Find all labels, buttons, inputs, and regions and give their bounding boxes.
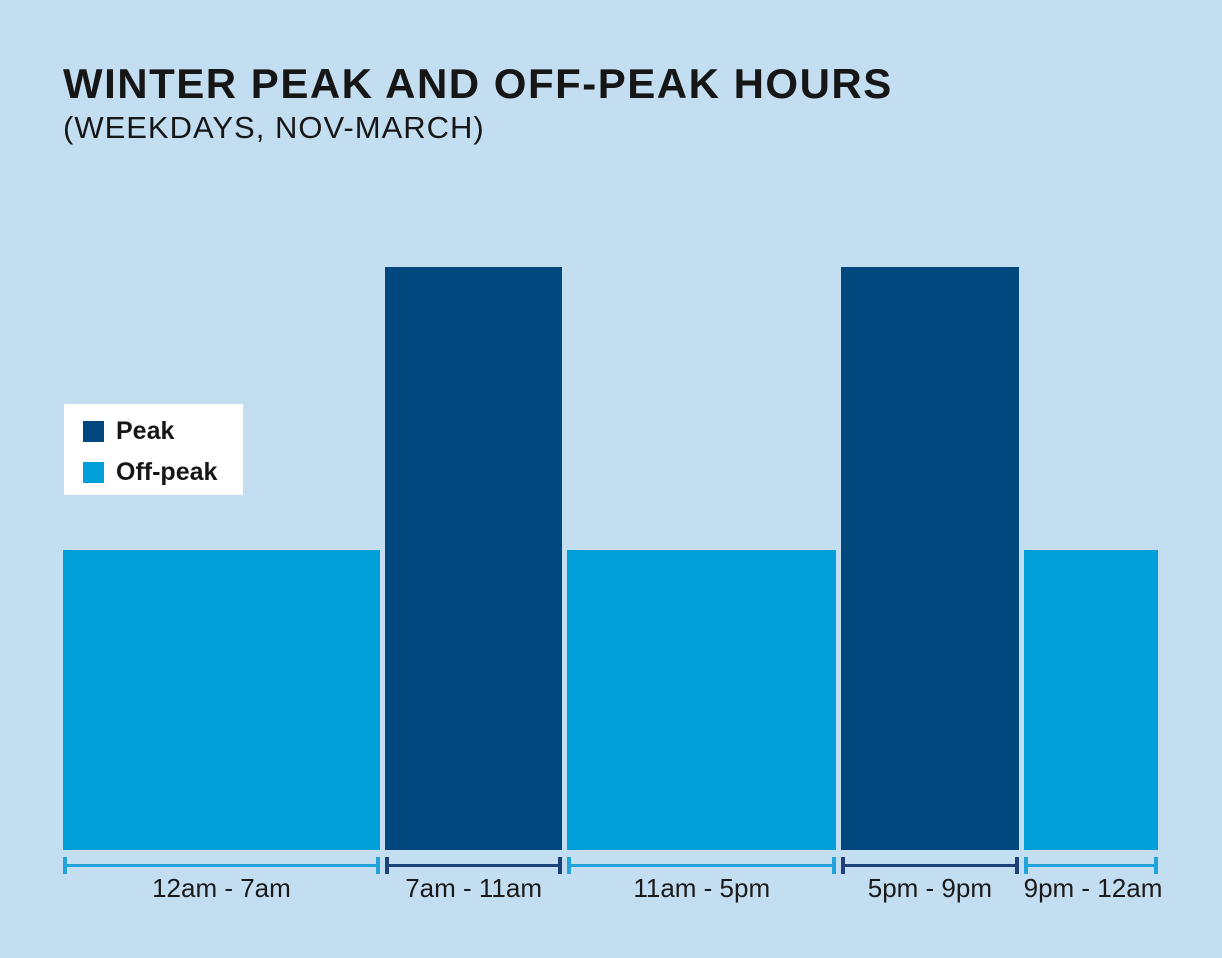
axis-range-line (385, 864, 562, 867)
bar-5pm-9pm (841, 267, 1019, 850)
axis-range-11am-5pm (567, 857, 837, 874)
axis-range-tick (841, 857, 846, 874)
axis-range-line (842, 864, 1018, 867)
axis-label-11am-5pm: 11am - 5pm (633, 873, 771, 903)
axis-range-7am-11am (384, 857, 563, 874)
axis-label-7am-11am: 7am - 11am (405, 873, 543, 903)
axis-range-9pm-12am (1023, 857, 1158, 874)
legend: Peak Off-peak (64, 404, 243, 495)
axis-range-tick (1154, 857, 1158, 874)
offpeak-swatch-icon (83, 461, 104, 483)
legend-label-offpeak: Off-peak (116, 457, 218, 486)
axis-range-tick (1014, 857, 1019, 874)
axis-label-12am-7am: 12am - 7am (152, 873, 291, 903)
axis-range-line (568, 864, 836, 867)
axis-range-tick (832, 857, 837, 874)
axis-range-tick (63, 857, 67, 874)
legend-item-offpeak: Off-peak (83, 457, 218, 486)
axis-range-tick (384, 857, 389, 874)
legend-item-peak: Peak (83, 416, 175, 445)
page-title: WINTER PEAK AND OFF-PEAK HOURS (63, 60, 893, 107)
legend-label-peak: Peak (116, 416, 175, 445)
bar-11am-5pm (567, 550, 837, 850)
page-subtitle: (WEEKDAYS, NOV-MARCH) (63, 110, 485, 145)
axis-label-9pm-12am: 9pm - 12am (1023, 873, 1163, 903)
peak-swatch-icon (83, 420, 104, 442)
axis-range-12am-7am (63, 857, 380, 874)
bar-7am-11am (384, 267, 563, 850)
axis-range-tick (1023, 857, 1028, 874)
axis-label-5pm-9pm: 5pm - 9pm (867, 873, 992, 903)
axis-range-line (1024, 864, 1157, 867)
bar-9pm-12am (1023, 550, 1158, 850)
axis-range-5pm-9pm (841, 857, 1019, 874)
axis-range-tick (567, 857, 572, 874)
axis-range-line (64, 864, 379, 867)
bar-12am-7am (63, 550, 380, 850)
axis-range-tick (375, 857, 380, 874)
axis-range-tick (558, 857, 563, 874)
